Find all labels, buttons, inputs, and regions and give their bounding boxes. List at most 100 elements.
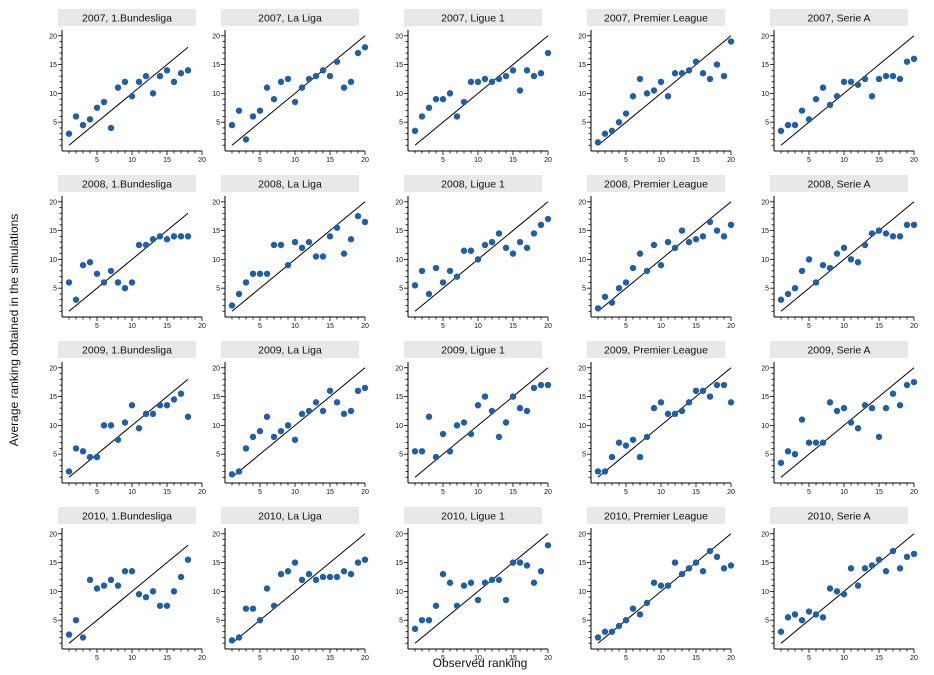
data-point (713, 553, 721, 561)
x-tick-label: 5 (95, 323, 99, 330)
data-point (467, 579, 475, 586)
data-point (256, 107, 264, 114)
y-tick-label: 20 (761, 365, 769, 372)
data-point (889, 547, 897, 555)
y-tick-label: 10 (395, 589, 403, 596)
data-point (453, 602, 461, 609)
y-tick-label: 15 (761, 560, 769, 567)
panel: 2008, Ligue 1 5 10 15 20 5 10 15 20 (395, 175, 552, 330)
data-point (523, 244, 531, 252)
data-point (333, 224, 341, 231)
x-tick-label: 15 (875, 655, 883, 662)
data-point (875, 433, 883, 441)
y-tick-label: 20 (761, 33, 769, 40)
data-point (128, 279, 136, 286)
y-axis-title: Average ranking obtained in the simulati… (7, 214, 21, 447)
data-point (128, 568, 136, 575)
x-tick-label: 10 (840, 489, 848, 496)
panel-strip (404, 175, 542, 192)
data-point (277, 78, 285, 86)
data-point (184, 67, 192, 74)
data-point (819, 261, 827, 269)
y-tick-label: 20 (761, 199, 769, 206)
panel-title: 2010, La Liga (258, 511, 322, 523)
x-tick-label: 20 (361, 489, 369, 496)
panel-title: 2008, La Liga (258, 179, 322, 191)
data-point (107, 124, 115, 132)
data-point (530, 579, 538, 586)
reference-line (231, 35, 366, 146)
data-point (495, 230, 503, 237)
y-tick-label: 5 (216, 120, 220, 127)
panel: 2008, Premier League 5 10 15 20 5 10 15 20 (578, 175, 735, 330)
y-tick-label: 10 (212, 91, 220, 98)
x-tick-label: 15 (326, 655, 334, 662)
reference-line (414, 367, 549, 478)
panel-strip (58, 175, 196, 192)
data-point (833, 250, 841, 257)
data-point (298, 576, 306, 584)
y-tick-label: 10 (578, 257, 586, 264)
data-point (347, 236, 355, 243)
data-point (636, 453, 644, 461)
data-point (242, 445, 250, 452)
data-point (671, 410, 679, 418)
y-tick-label: 15 (212, 62, 220, 69)
x-tick-label: 20 (910, 323, 918, 330)
data-point (361, 384, 369, 392)
reference-line (68, 212, 189, 312)
x-tick-label: 15 (326, 323, 334, 330)
data-point (488, 78, 496, 86)
panel-strip (58, 9, 196, 26)
data-point (235, 634, 243, 641)
y-tick-label: 15 (395, 62, 403, 69)
y-tick-label: 20 (395, 33, 403, 40)
data-point (177, 573, 185, 581)
y-tick-label: 10 (578, 423, 586, 430)
data-point (777, 459, 785, 467)
data-point (354, 559, 362, 566)
data-point (79, 448, 87, 455)
data-point (453, 273, 461, 280)
data-point (854, 425, 862, 432)
data-point (312, 399, 320, 406)
data-point (678, 70, 686, 77)
data-point (819, 84, 827, 91)
panel-title: 2009, Ligue 1 (441, 345, 505, 357)
y-tick-label: 15 (212, 560, 220, 567)
y-tick-label: 5 (765, 618, 769, 625)
data-point (135, 78, 143, 86)
data-point (277, 570, 285, 578)
data-point (685, 238, 693, 246)
x-tick-label: 10 (291, 655, 299, 662)
data-point (629, 605, 637, 612)
data-point (467, 78, 475, 86)
data-point (495, 433, 503, 441)
data-point (170, 233, 178, 240)
data-point (791, 450, 799, 458)
panel: 2009, Ligue 1 5 10 15 20 5 10 15 20 (395, 341, 552, 496)
data-point (156, 402, 164, 409)
data-point (114, 279, 122, 286)
panel: 2008, 1.Bundesliga 5 10 15 20 5 10 15 20 (49, 175, 206, 330)
reference-line (68, 46, 189, 146)
reference-line (231, 201, 366, 312)
data-point (411, 282, 419, 289)
data-point (594, 139, 602, 146)
panel-title: 2009, Serie A (807, 345, 870, 357)
data-point (854, 259, 862, 266)
data-point (495, 576, 503, 584)
data-point (671, 244, 679, 252)
data-point (228, 302, 236, 309)
x-tick-label: 20 (198, 323, 206, 330)
data-point (594, 305, 602, 312)
y-tick-label: 20 (395, 531, 403, 538)
data-point (509, 250, 517, 257)
y-tick-label: 15 (578, 62, 586, 69)
data-point (333, 58, 341, 65)
data-point (79, 261, 87, 269)
data-point (727, 562, 735, 569)
data-point (910, 55, 918, 63)
data-point (149, 236, 157, 243)
panel: 2007, Premier League 5 10 15 20 5 10 15 20 (578, 9, 735, 164)
